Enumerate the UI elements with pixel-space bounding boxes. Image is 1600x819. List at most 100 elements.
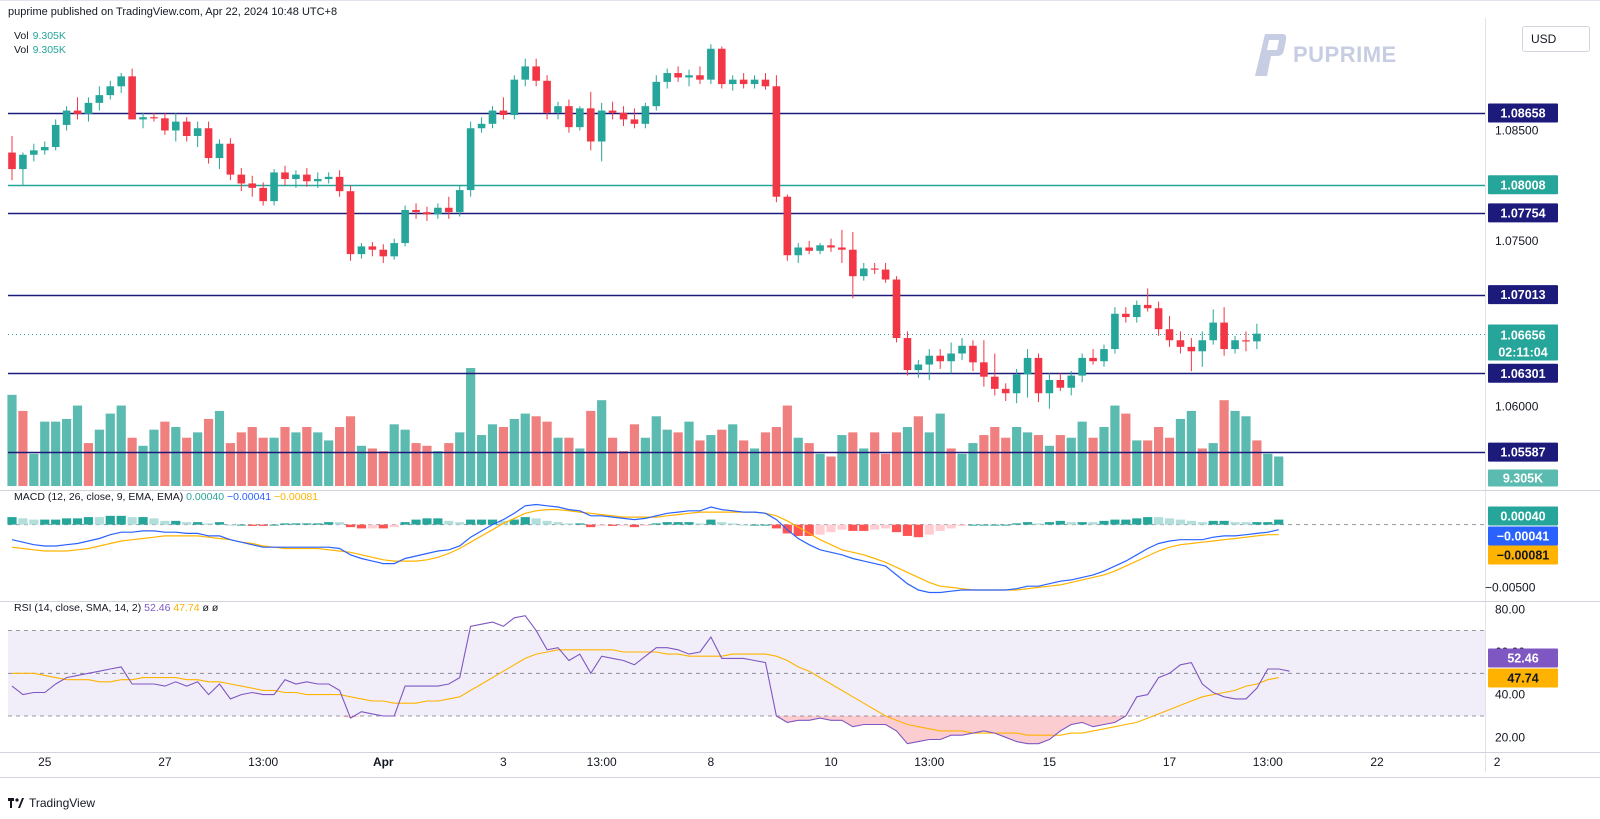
volume-bar <box>618 451 629 486</box>
candle-body <box>466 128 475 191</box>
macd-histogram-bar <box>1012 523 1022 525</box>
volume-bar <box>1164 437 1175 486</box>
candle-body <box>881 269 890 280</box>
macd-histogram-bar <box>1230 522 1240 525</box>
rsi-sma-tag-bg <box>1488 668 1558 688</box>
volume-bar <box>739 440 749 486</box>
candle-body <box>281 172 289 180</box>
volume-bar <box>1088 437 1098 486</box>
volume-bar <box>520 413 530 486</box>
level-tag-bg <box>1488 363 1558 383</box>
macd-histogram-bar <box>837 524 847 530</box>
volume-bar <box>324 440 334 486</box>
candle-body <box>783 196 792 256</box>
candle-body <box>434 207 442 215</box>
macd-histogram-bar <box>608 524 618 526</box>
volume-bar <box>138 445 148 486</box>
volume-bar <box>411 443 421 486</box>
volume-bar <box>1110 405 1120 486</box>
macd-legend-value: −0.00081 <box>271 491 318 503</box>
candle-body <box>1056 380 1065 388</box>
candle-body <box>62 110 71 125</box>
volume-bar <box>575 448 585 486</box>
candle-body <box>423 212 431 215</box>
macd-histogram-bar <box>651 523 661 525</box>
macd-histogram-bar <box>1110 519 1120 525</box>
macd-histogram-bar <box>553 522 563 525</box>
macd-histogram-bar <box>1132 518 1142 525</box>
macd-histogram-bar <box>1154 517 1164 525</box>
volume-bar <box>247 427 257 486</box>
time-tick-label: 13:00 <box>248 755 278 769</box>
macd-value-tag: −0.00041 <box>1497 530 1550 544</box>
candle-body <box>1253 333 1261 342</box>
candle-body <box>357 246 366 255</box>
macd-histogram-bar <box>1001 524 1011 526</box>
macd-legend-value: 0.00040 <box>183 491 224 503</box>
macd-histogram-bar <box>935 524 945 531</box>
candle-body <box>532 66 540 81</box>
candle-body <box>728 79 737 85</box>
candle-body <box>335 176 344 192</box>
volume-bar <box>1044 445 1054 486</box>
candle-body <box>838 247 846 250</box>
tradingview-wordmark: TradingView <box>29 796 96 810</box>
volume-bar <box>476 435 487 486</box>
volume-bar <box>1154 427 1164 486</box>
volume-bar <box>51 421 61 486</box>
volume-bar <box>258 437 268 486</box>
candle-body <box>412 209 420 213</box>
macd-histogram-bar <box>509 519 519 525</box>
candle-body <box>630 119 639 124</box>
time-tick-label: 27 <box>158 755 172 769</box>
volume-bar <box>531 416 541 486</box>
macd-histogram-bar <box>870 524 880 530</box>
volume-bar <box>1252 440 1262 486</box>
volume-bar <box>498 427 508 486</box>
candle-body <box>510 79 519 115</box>
macd-histogram-bar <box>848 524 858 531</box>
macd-histogram-tag-bg <box>1488 506 1558 526</box>
macd-histogram-bar <box>236 524 246 526</box>
macd-histogram-bar <box>586 524 596 528</box>
level-tag: 1.06301 <box>1500 367 1545 381</box>
macd-histogram-bar <box>476 519 487 525</box>
macd-histogram-bar <box>258 524 268 526</box>
macd-histogram-bar <box>149 518 159 525</box>
rsi-legend-value: 47.74 <box>170 602 199 614</box>
macd-histogram-bar <box>1252 522 1262 525</box>
time-tick-label: 13:00 <box>1253 755 1283 769</box>
price-tick-label: 1.06000 <box>1495 400 1539 414</box>
macd-tick-label: −0.00500 <box>1485 580 1536 594</box>
volume-bar <box>400 429 410 486</box>
macd-histogram-bar <box>1066 522 1076 525</box>
level-tag: 1.07754 <box>1500 206 1545 220</box>
candle-body <box>477 123 486 129</box>
level-tag: 1.05587 <box>1500 446 1545 460</box>
macd-histogram-bar <box>597 524 607 526</box>
macd-histogram-bar <box>739 524 749 526</box>
currency-selector[interactable]: USD <box>1522 26 1590 52</box>
candle-body <box>914 364 923 371</box>
volume-bar <box>356 445 367 486</box>
candle-body <box>663 73 671 82</box>
candle-body <box>521 66 530 80</box>
candle-body <box>969 345 977 363</box>
rsi-legend-value: 52.46 <box>141 602 170 614</box>
level-tag-bg <box>1488 442 1558 462</box>
candle-body <box>761 79 770 87</box>
volume-tag-bg <box>1488 469 1558 487</box>
macd-histogram-bar <box>225 524 235 526</box>
macd-histogram-bar <box>116 515 126 525</box>
candle-body <box>226 143 235 175</box>
candle-body <box>73 110 82 114</box>
volume-bar <box>815 453 825 486</box>
candle-body <box>794 247 803 256</box>
rsi-legend-label: RSI (14, close, SMA, 14, 2) <box>14 602 141 614</box>
brand-logo-icon <box>1255 34 1287 76</box>
volume-bar <box>94 429 104 486</box>
candle-body <box>455 190 464 213</box>
volume-bar <box>586 410 596 486</box>
volume-bar <box>7 394 17 486</box>
